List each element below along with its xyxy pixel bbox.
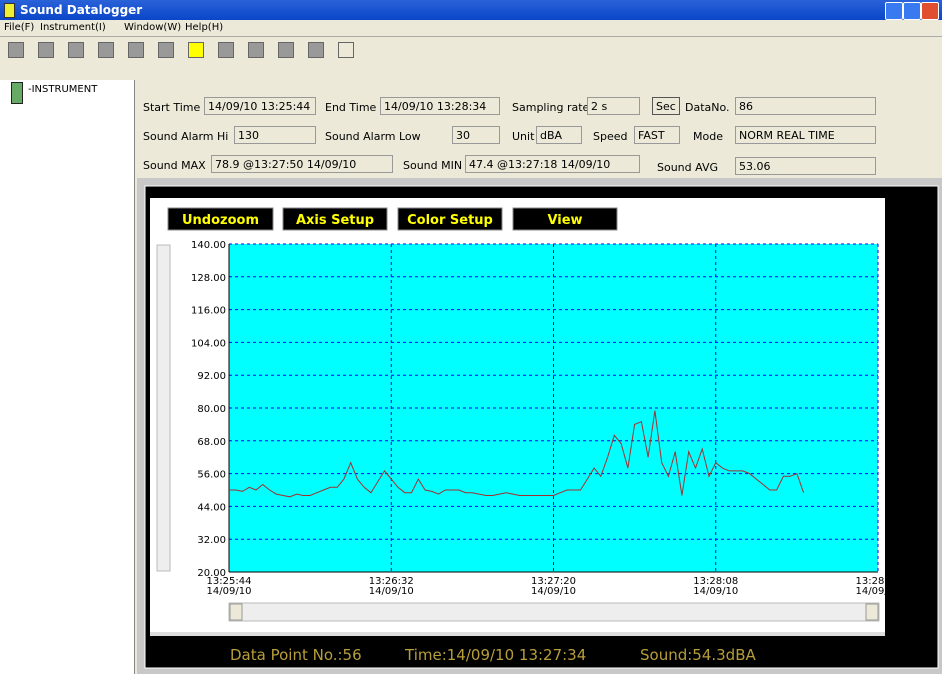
field-value: 14/09/10 13:25:44	[204, 97, 316, 115]
x-tick-label: 13:28:08	[693, 576, 738, 587]
y-tick-label: 68.00	[197, 437, 226, 448]
y-tick-label: 56.00	[197, 470, 226, 481]
field-value: 30	[452, 126, 500, 144]
field-label: Sound AVG	[657, 161, 719, 174]
instrument-icon	[11, 82, 23, 104]
y-tick-label: 140.00	[191, 240, 226, 251]
field-value: 47.4 @13:27:18 14/09/10	[465, 155, 640, 173]
status-text: Sound:54.3dBA	[640, 646, 756, 664]
field-label: Sound Alarm Hi	[143, 130, 229, 143]
toolbar-button[interactable]	[68, 42, 84, 58]
y-tick-label: 116.00	[191, 306, 226, 317]
y-tick-label: 104.00	[191, 338, 226, 349]
tree-panel	[0, 80, 135, 674]
field-value: FAST	[634, 126, 680, 144]
separator	[0, 36, 942, 37]
chart-button[interactable]: Undozoom	[182, 213, 259, 228]
toolbar-button-frame[interactable]	[397, 207, 503, 231]
toolbar-button[interactable]	[188, 42, 204, 58]
toolbar-button[interactable]	[8, 42, 24, 58]
chart-button[interactable]: View	[547, 213, 582, 228]
toolbar-button-frame[interactable]	[167, 207, 274, 231]
x-tick-date: 14/09/10	[531, 586, 576, 597]
y-tick-label: 44.00	[197, 502, 226, 513]
toolbar-button[interactable]	[128, 42, 144, 58]
field-value: 130	[234, 126, 316, 144]
toolbar-button[interactable]	[38, 42, 54, 58]
x-tick-label: 13:27:20	[531, 576, 576, 587]
field-value: 14/09/10 13:28:34	[380, 97, 500, 115]
title-bar: Sound Datalogger	[0, 0, 942, 20]
menu-item[interactable]: Instrument(I)	[40, 22, 106, 33]
field-value: NORM REAL TIME	[735, 126, 876, 144]
window-title: Sound Datalogger	[20, 3, 143, 17]
toolbar-button[interactable]	[308, 42, 324, 58]
scroll-arrow[interactable]	[865, 603, 879, 621]
y-tick-label: 128.00	[191, 273, 226, 284]
y-tick-label: 20.00	[197, 568, 226, 579]
tree-item[interactable]: -INSTRUMENT	[28, 84, 98, 95]
close-button[interactable]	[921, 2, 939, 20]
y-tick-label: 92.00	[197, 371, 226, 382]
window-bottom	[150, 632, 885, 636]
field-label: Start Time	[143, 101, 201, 114]
toolbar-button-frame[interactable]	[512, 207, 618, 231]
toolbar-button[interactable]	[158, 42, 174, 58]
field-label: Speed	[593, 130, 628, 143]
x-tick-label: 13:26:32	[369, 576, 414, 587]
chart-button[interactable]: Color Setup	[407, 213, 493, 228]
toolbar-button[interactable]	[338, 42, 354, 58]
toolbar-button[interactable]	[248, 42, 264, 58]
x-tick-label: 13:28:56	[856, 576, 901, 587]
toolbar-button[interactable]	[98, 42, 114, 58]
field-value: 86	[735, 97, 876, 115]
app-icon	[4, 3, 15, 18]
field-label: DataNo.	[685, 101, 730, 114]
toolbar-button-frame[interactable]	[282, 207, 388, 231]
y-tick-label: 32.00	[197, 535, 226, 546]
x-tick-label: 13:25:44	[207, 576, 252, 587]
status-text: Data Point No.:56	[230, 646, 362, 664]
maximize-button[interactable]	[903, 2, 921, 20]
menu-item[interactable]: File(F)	[4, 22, 35, 33]
field-label: Sound MAX	[143, 159, 206, 172]
field-label: Mode	[693, 130, 723, 143]
field-label: Unit	[512, 130, 535, 143]
field-value: 78.9 @13:27:50 14/09/10	[211, 155, 393, 173]
toolbar-button[interactable]	[278, 42, 294, 58]
toolbar-button[interactable]	[218, 42, 234, 58]
field-value: 2 s	[587, 97, 640, 115]
field-value: dBA	[536, 126, 582, 144]
field-label: Sound Alarm Low	[325, 130, 421, 143]
menu-item[interactable]: Help(H)	[185, 22, 224, 33]
status-text: Time:14/09/10 13:27:34	[404, 646, 586, 664]
h-scrollbar[interactable]	[228, 602, 880, 622]
data-line	[229, 410, 805, 498]
y-tick-label: 80.00	[197, 404, 226, 415]
minimize-button[interactable]	[885, 2, 903, 20]
field-label: Sampling rate	[512, 101, 590, 114]
x-tick-date: 14/09/10	[207, 586, 252, 597]
x-tick-date: 14/09/10	[856, 586, 901, 597]
x-tick-date: 14/09/10	[693, 586, 738, 597]
scroll-arrow[interactable]	[229, 603, 243, 621]
menu-item[interactable]: Window(W)	[124, 22, 182, 33]
x-tick-date: 14/09/10	[369, 586, 414, 597]
sec-button[interactable]: Sec	[652, 97, 680, 115]
field-value: 53.06	[735, 157, 876, 175]
v-scrollbar[interactable]	[156, 244, 171, 572]
field-label: Sound MIN	[403, 159, 463, 172]
field-label: End Time	[325, 101, 377, 114]
chart-button[interactable]: Axis Setup	[296, 213, 374, 228]
